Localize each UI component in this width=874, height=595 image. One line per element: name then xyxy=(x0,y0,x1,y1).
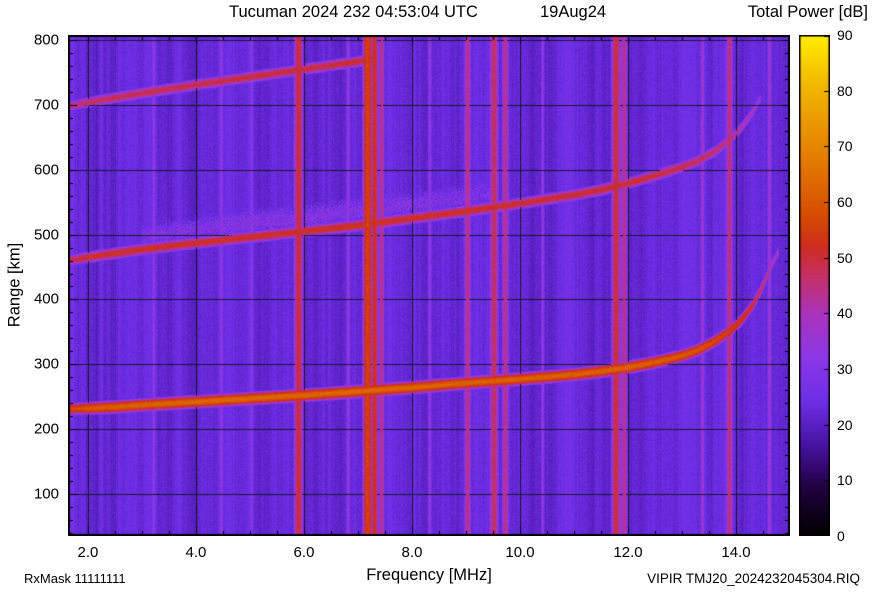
y-tick-label: 600 xyxy=(33,161,59,179)
y-axis-label: Range [km] xyxy=(5,242,24,328)
colorbar-tick-label: 0 xyxy=(837,528,845,544)
y-tick-label: 800 xyxy=(33,31,59,49)
y-tick-label: 500 xyxy=(33,226,59,244)
colorbar-tick-label: 60 xyxy=(837,194,853,210)
colorbar-tick-label: 50 xyxy=(837,249,853,266)
x-tick-label: 12.0 xyxy=(613,544,643,561)
x-tick-label: 2.0 xyxy=(77,544,99,561)
plot-date: 19Aug24 xyxy=(540,3,607,21)
rxmask-label: RxMask 11111111 xyxy=(24,571,126,586)
y-tick-label: 200 xyxy=(33,420,59,438)
colorbar-tick-label: 20 xyxy=(837,416,853,433)
x-tick-label: 6.0 xyxy=(293,544,315,561)
x-tick-label: 8.0 xyxy=(401,544,423,561)
y-tick-label: 400 xyxy=(33,290,59,308)
colorbar-tick-label: 30 xyxy=(837,361,853,377)
ionogram-heatmap xyxy=(68,35,790,536)
x-tick-label: 10.0 xyxy=(505,544,535,561)
x-tick-label: 14.0 xyxy=(721,544,751,561)
filename-label: VIPIR TMJ20_2024232045304.RIQ xyxy=(647,571,860,586)
x-axis-label: Frequency [MHz] xyxy=(366,566,492,584)
colorbar-tick-label: 10 xyxy=(837,472,853,489)
colorbar-tick-label: 80 xyxy=(837,82,853,99)
colorbar-title: Total Power [dB] xyxy=(747,3,868,21)
colorbar-tick-label: 70 xyxy=(837,138,853,155)
colorbar xyxy=(799,35,830,536)
plot-title: Tucuman 2024 232 04:53:04 UTC xyxy=(229,3,478,21)
colorbar-tick-label: 90 xyxy=(837,27,853,43)
y-tick-label: 300 xyxy=(33,355,59,373)
colorbar-tick-label: 40 xyxy=(837,305,853,322)
y-tick-label: 700 xyxy=(33,96,59,114)
x-tick-label: 4.0 xyxy=(185,544,207,561)
y-tick-label: 100 xyxy=(33,485,59,503)
